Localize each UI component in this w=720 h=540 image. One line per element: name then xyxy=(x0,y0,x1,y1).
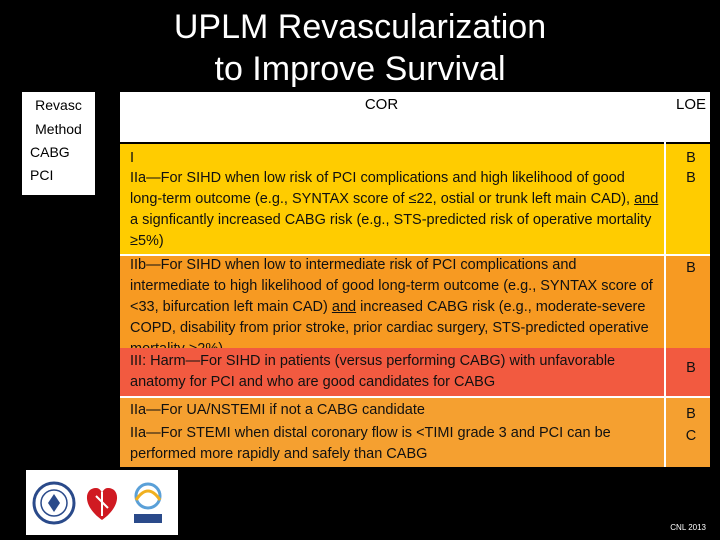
column-divider xyxy=(664,92,666,467)
method-pci: PCI xyxy=(30,167,54,183)
loe-value: B xyxy=(686,150,696,166)
row-divider xyxy=(120,254,710,256)
text-part: a signficantly increased CABG risk (e.g.… xyxy=(130,212,652,249)
cor-text: IIa—For STEMI when distal coronary flow … xyxy=(130,425,611,462)
header-line-2: Method xyxy=(35,121,82,137)
society-logos xyxy=(26,470,178,535)
slide-title: UPLM Revascularization to Improve Surviv… xyxy=(120,6,600,90)
text-part: IIb—For SIHD when low to intermediate ri… xyxy=(130,257,653,315)
cor-text: IIa—For SIHD when low risk of PCI compli… xyxy=(130,168,660,252)
underlined-text: and xyxy=(634,191,659,207)
acc-seal-icon xyxy=(32,481,76,525)
cor-text: III: Harm—For SIHD in patients (versus p… xyxy=(130,353,616,390)
title-line-1: UPLM Revascularization xyxy=(173,8,547,46)
logos-graphic xyxy=(32,481,162,525)
table-header: COR LOE xyxy=(120,92,710,142)
recommendation-table: COR LOE I B IIa—For SIHD when low risk o… xyxy=(120,92,710,467)
table-row: I B IIa—For SIHD when low risk of PCI co… xyxy=(120,144,710,254)
revasc-method-column: Revasc Method CABG PCI xyxy=(22,92,95,195)
loe-value: B xyxy=(686,360,696,376)
slide-credit: CNL 2013 xyxy=(670,523,706,532)
underlined-text: and xyxy=(331,299,357,315)
row-divider xyxy=(120,396,710,398)
cor-text: IIa—For UA/NSTEMI if not a CABG candidat… xyxy=(130,402,425,418)
loe-value: B xyxy=(686,406,696,422)
loe-value: B xyxy=(686,170,696,186)
loe-header: LOE xyxy=(675,96,706,113)
cor-header: COR xyxy=(364,96,399,113)
cor-text: I xyxy=(130,150,135,166)
table-row: III: Harm—For SIHD in patients (versus p… xyxy=(120,348,710,396)
table-row: IIb—For SIHD when low to intermediate ri… xyxy=(120,256,710,357)
table-row: IIa—For UA/NSTEMI if not a CABG candidat… xyxy=(120,398,710,467)
loe-value: B xyxy=(686,260,696,276)
method-cabg: CABG xyxy=(30,144,70,160)
aha-heart-icon xyxy=(86,488,118,520)
loe-value: C xyxy=(685,428,697,444)
scai-logo-icon xyxy=(134,482,162,523)
header-line-1: Revasc xyxy=(35,97,82,113)
title-line-2: to Improve Survival xyxy=(214,50,506,88)
text-part: IIa—For SIHD when low risk of PCI compli… xyxy=(130,170,635,207)
revasc-method-header: Revasc Method xyxy=(22,92,95,141)
cor-text: IIb—For SIHD when low to intermediate ri… xyxy=(130,255,660,360)
